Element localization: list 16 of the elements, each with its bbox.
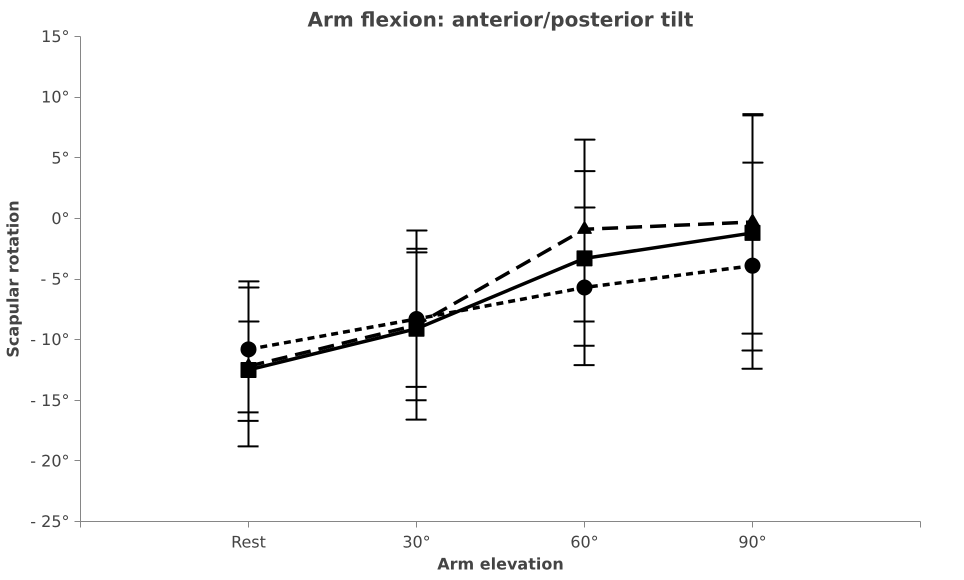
y-tick-label: 5°	[51, 148, 70, 168]
y-tick-label: 15°	[41, 27, 70, 46]
y-tick-label: - 10°	[30, 330, 70, 350]
y-tick-label: - 20°	[30, 451, 70, 470]
x-tick-label: 90°	[738, 532, 767, 552]
y-tick-label: 0°	[51, 208, 70, 228]
y-tick-label: - 25°	[30, 512, 70, 531]
x-axis-title: Arm elevation	[437, 554, 564, 574]
y-tick-label: 10°	[41, 88, 70, 107]
y-tick-label: - 5°	[40, 270, 70, 288]
y-axis-title: Scapular rotation	[3, 200, 22, 358]
x-tick-label: Rest	[231, 532, 266, 552]
y-tick-label: - 15°	[30, 390, 70, 410]
chart-title: Arm flexion: anterior/posterior tilt	[308, 8, 694, 32]
x-tick-label: 30°	[402, 532, 431, 552]
x-tick-label: 60°	[570, 532, 599, 552]
